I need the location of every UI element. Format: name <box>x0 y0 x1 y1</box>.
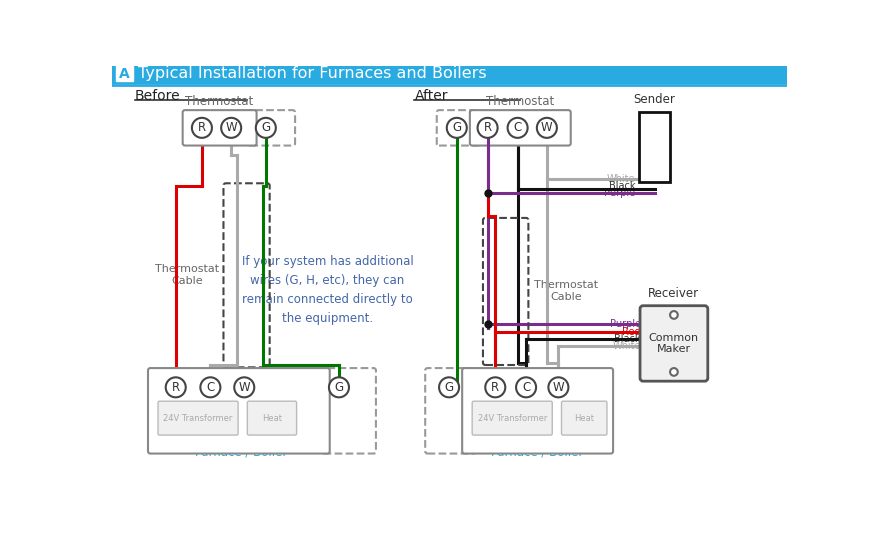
Text: White: White <box>612 341 641 351</box>
Text: Sender: Sender <box>634 93 675 107</box>
Text: After: After <box>415 88 448 103</box>
FancyBboxPatch shape <box>148 368 330 454</box>
Circle shape <box>439 378 459 397</box>
FancyBboxPatch shape <box>182 110 257 146</box>
Text: Common
Maker: Common Maker <box>649 333 699 354</box>
Circle shape <box>234 378 254 397</box>
Text: If your system has additional
wires (G, H, etc), they can
remain connected direc: If your system has additional wires (G, … <box>241 254 413 325</box>
Circle shape <box>670 368 678 376</box>
Text: A: A <box>118 67 130 81</box>
Circle shape <box>478 118 497 138</box>
Text: Typical Installation for Furnaces and Boilers: Typical Installation for Furnaces and Bo… <box>138 66 487 81</box>
Text: C: C <box>513 121 522 134</box>
Text: Black: Black <box>609 182 636 192</box>
Text: W: W <box>541 121 553 134</box>
Text: 24V Transformer: 24V Transformer <box>478 413 547 423</box>
Text: Thermostat: Thermostat <box>486 95 554 108</box>
FancyBboxPatch shape <box>462 368 613 454</box>
Text: R: R <box>483 121 492 134</box>
Text: Before: Before <box>135 88 181 103</box>
Text: Thermostat: Thermostat <box>186 95 253 108</box>
FancyBboxPatch shape <box>247 401 296 435</box>
Circle shape <box>221 118 241 138</box>
Circle shape <box>548 378 568 397</box>
FancyBboxPatch shape <box>158 401 238 435</box>
Circle shape <box>485 378 505 397</box>
Text: Heat: Heat <box>574 413 595 423</box>
Text: C: C <box>522 381 531 394</box>
Text: R: R <box>491 381 499 394</box>
Bar <box>116 66 132 81</box>
FancyBboxPatch shape <box>640 306 708 381</box>
Text: Thermostat
Cable: Thermostat Cable <box>534 280 598 302</box>
Text: G: G <box>453 121 461 134</box>
Text: 24V Transformer: 24V Transformer <box>163 413 232 423</box>
Text: Receiver: Receiver <box>648 286 700 300</box>
Bar <box>639 113 670 182</box>
Text: Thermostat
Cable: Thermostat Cable <box>155 264 219 286</box>
Text: R: R <box>172 381 180 394</box>
Bar <box>112 66 788 83</box>
Text: Purple: Purple <box>610 319 641 329</box>
Circle shape <box>256 118 276 138</box>
Text: Heat: Heat <box>262 413 282 423</box>
Text: C: C <box>206 381 215 394</box>
Text: G: G <box>445 381 453 394</box>
Text: White: White <box>607 174 636 184</box>
Text: G: G <box>261 121 270 134</box>
Text: Purple: Purple <box>604 188 636 198</box>
Circle shape <box>192 118 212 138</box>
Circle shape <box>508 118 528 138</box>
Circle shape <box>537 118 557 138</box>
Circle shape <box>446 118 467 138</box>
Text: G: G <box>334 381 344 394</box>
Text: Furnace / Boiler: Furnace / Boiler <box>195 446 287 459</box>
Text: W: W <box>553 381 564 394</box>
FancyBboxPatch shape <box>561 401 607 435</box>
Text: W: W <box>225 121 237 134</box>
Text: Furnace / Boiler: Furnace / Boiler <box>491 446 584 459</box>
Text: Black: Black <box>614 334 641 344</box>
Circle shape <box>329 378 349 397</box>
FancyBboxPatch shape <box>470 110 571 146</box>
Text: R: R <box>198 121 206 134</box>
Circle shape <box>166 378 186 397</box>
Circle shape <box>516 378 536 397</box>
Text: Red: Red <box>622 327 641 337</box>
Circle shape <box>200 378 220 397</box>
FancyBboxPatch shape <box>472 401 553 435</box>
Text: W: W <box>239 381 250 394</box>
Circle shape <box>670 311 678 319</box>
